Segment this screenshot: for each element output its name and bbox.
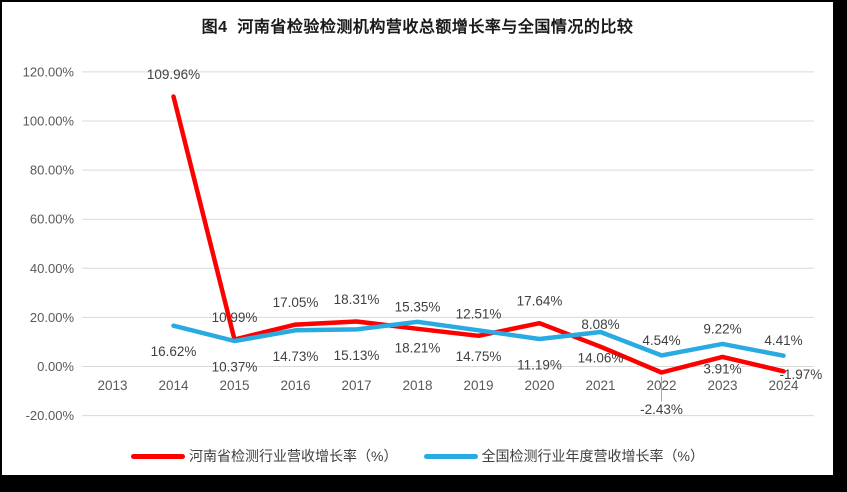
legend-label-henan: 河南省检测行业营收增长率（%） <box>189 448 398 464</box>
x-axis-tick-label: 2013 <box>97 378 127 393</box>
data-label: 14.73% <box>273 349 319 364</box>
y-axis-tick-label: 120.00% <box>23 64 75 79</box>
data-label: 9.22% <box>703 321 741 336</box>
data-label: 109.96% <box>147 67 200 82</box>
data-label: 18.31% <box>334 292 380 307</box>
legend: 河南省检测行业营收增长率（%） 全国检测行业年度营收增长率（%） <box>2 443 833 469</box>
x-axis-tick-label: 2016 <box>280 378 310 393</box>
y-axis-tick-label: 100.00% <box>23 114 75 129</box>
legend-item-national: 全国检测行业年度营收增长率（%） <box>423 446 704 466</box>
data-label: 14.06% <box>578 350 624 365</box>
data-label: 3.91% <box>703 361 741 376</box>
y-axis-tick-label: 80.00% <box>30 163 75 178</box>
y-axis-tick-label: 0.00% <box>37 359 74 374</box>
data-label: 15.13% <box>334 348 380 363</box>
data-label: 16.62% <box>151 344 197 359</box>
x-axis-tick-label: 2020 <box>524 378 554 393</box>
series-line-1 <box>171 319 786 358</box>
x-axis-tick-label: 2023 <box>707 378 737 393</box>
y-axis-tick-label: 60.00% <box>30 212 75 227</box>
data-label: 15.35% <box>395 299 441 314</box>
data-label: 17.05% <box>273 295 319 310</box>
y-axis-tick-label: -20.00% <box>26 408 75 423</box>
chart-title: 图4 河南省检验检测机构营收总额增长率与全国情况的比较 <box>201 19 634 36</box>
legend-item-henan: 河南省检测行业营收增长率（%） <box>131 446 398 466</box>
data-label: 14.75% <box>456 349 502 364</box>
data-label: 10.37% <box>212 360 258 375</box>
data-label: 18.21% <box>395 340 441 355</box>
x-axis-tick-label: 2015 <box>219 378 249 393</box>
series-line-0 <box>171 94 786 375</box>
legend-label-national: 全国检测行业年度营收增长率（%） <box>481 448 704 464</box>
data-label: -1.97% <box>780 367 823 382</box>
legend-line-sample-henan <box>131 453 186 459</box>
data-label: 10.99% <box>212 310 258 325</box>
data-label: 17.64% <box>517 294 563 309</box>
y-axis-tick-label: 40.00% <box>30 261 75 276</box>
x-axis-tick-label: 2018 <box>402 378 432 393</box>
data-label: 11.19% <box>517 358 562 373</box>
x-axis-tick-label: 2021 <box>585 378 615 393</box>
data-label: 8.08% <box>581 317 619 332</box>
x-axis-tick-label: 2024 <box>768 378 799 393</box>
data-label: 4.54% <box>642 333 680 348</box>
chart-box: 图4 河南省检验检测机构营收总额增长率与全国情况的比较 -20.00% 0.00%… <box>0 0 835 477</box>
legend-line-sample-national <box>423 453 478 459</box>
x-axis-tick-label: 2019 <box>463 378 493 393</box>
y-axis-tick-label: 20.00% <box>30 310 75 325</box>
data-label: 12.51% <box>456 306 502 321</box>
line-chart: -20.00% 0.00% 20.00% 40.00% 60.00% 80.00% 100.… <box>23 64 823 423</box>
x-axis-tick-label: 2017 <box>341 378 371 393</box>
data-label: 4.41% <box>764 333 802 348</box>
x-axis-tick-label: 2014 <box>158 378 189 393</box>
data-label: -2.43% <box>640 402 683 417</box>
